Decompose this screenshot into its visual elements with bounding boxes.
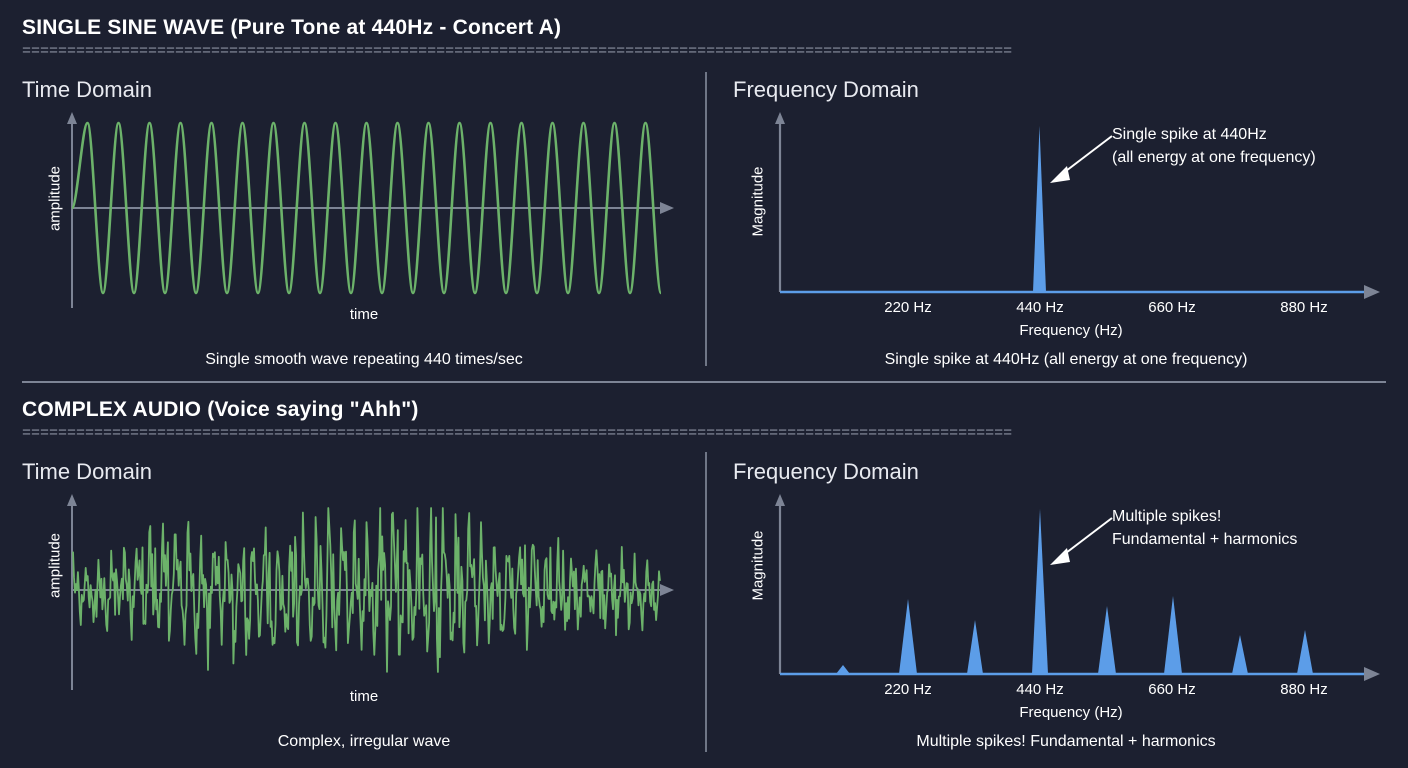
y-axis-label-magnitude-sine: Magnitude: [749, 166, 767, 237]
vertical-divider-bottom: [705, 452, 707, 752]
section-rule-top: ========================================…: [22, 45, 1013, 59]
x-tick-660hz-sine: 660 Hz: [1148, 299, 1196, 316]
annotation-line-2: (all energy at one frequency): [1112, 149, 1316, 166]
x-tick-220hz-sine: 220 Hz: [884, 299, 932, 316]
annotation-text-voice: Multiple spikes! Fundamental + harmonics: [1112, 505, 1297, 551]
annotation-arrow-sine: [1050, 135, 1113, 183]
spike-770hz: [1232, 635, 1248, 674]
x-axis-label-time-sine: time: [349, 306, 379, 323]
section-title-complex-audio: COMPLEX AUDIO (Voice saying "Ahh"): [22, 398, 419, 421]
spike-110hz: [836, 665, 850, 674]
x-tick-660hz-voice: 660 Hz: [1148, 681, 1196, 698]
sine-spectrum-plot: [775, 112, 1380, 299]
x-axis-label-time-voice: time: [349, 688, 379, 705]
spike-220hz: [899, 599, 917, 674]
y-axis-label-magnitude-voice: Magnitude: [749, 530, 767, 601]
x-axis-label-frequency-voice: Frequency (Hz): [1019, 704, 1123, 721]
annotation-text-sine: Single spike at 440Hz (all energy at one…: [1112, 123, 1316, 169]
section-single-sine-wave: SINGLE SINE WAVE (Pure Tone at 440Hz - C…: [0, 0, 1408, 381]
caption-time-domain-voice: Complex, irregular wave: [277, 733, 451, 750]
x-axis-label-frequency-sine: Frequency (Hz): [1019, 322, 1123, 339]
annotation-line-1: Multiple spikes!: [1112, 508, 1222, 525]
chart-heading-time-domain-sine: Time Domain: [22, 77, 152, 102]
spike-440hz: [1032, 509, 1048, 674]
complex-wave-plot: [67, 494, 674, 690]
x-tick-440hz-sine: 440 Hz: [1016, 299, 1064, 316]
section-divider: [22, 381, 1386, 383]
spike-660hz: [1164, 596, 1182, 674]
spike-330hz: [967, 620, 983, 674]
spike-880hz: [1297, 630, 1313, 674]
chart-heading-frequency-domain-voice: Frequency Domain: [733, 459, 919, 484]
sine-wave-plot: [67, 112, 674, 308]
annotation-line-2: Fundamental + harmonics: [1112, 531, 1298, 548]
caption-frequency-domain-sine: Single spike at 440Hz (all energy at one…: [884, 351, 1248, 368]
section-complex-audio: COMPLEX AUDIO (Voice saying "Ahh") =====…: [0, 382, 1408, 768]
chart-heading-frequency-domain-sine: Frequency Domain: [733, 77, 919, 102]
caption-time-domain-sine: Single smooth wave repeating 440 times/s…: [205, 351, 523, 368]
x-tick-440hz-voice: 440 Hz: [1016, 681, 1064, 698]
chart-heading-time-domain-voice: Time Domain: [22, 459, 152, 484]
section-title-single-sine-wave: SINGLE SINE WAVE (Pure Tone at 440Hz - C…: [22, 16, 562, 39]
x-tick-220hz-voice: 220 Hz: [884, 681, 932, 698]
section-rule-bottom: ========================================…: [22, 427, 1013, 441]
caption-frequency-domain-voice: Multiple spikes! Fundamental + harmonics: [916, 733, 1216, 750]
annotation-arrow-voice: [1050, 517, 1113, 565]
vertical-divider-top: [705, 72, 707, 366]
voice-spectrum-plot: [775, 494, 1380, 681]
spike-550hz: [1098, 606, 1116, 674]
x-tick-880hz-sine: 880 Hz: [1280, 299, 1328, 316]
x-tick-880hz-voice: 880 Hz: [1280, 681, 1328, 698]
annotation-line-1: Single spike at 440Hz: [1112, 126, 1267, 143]
